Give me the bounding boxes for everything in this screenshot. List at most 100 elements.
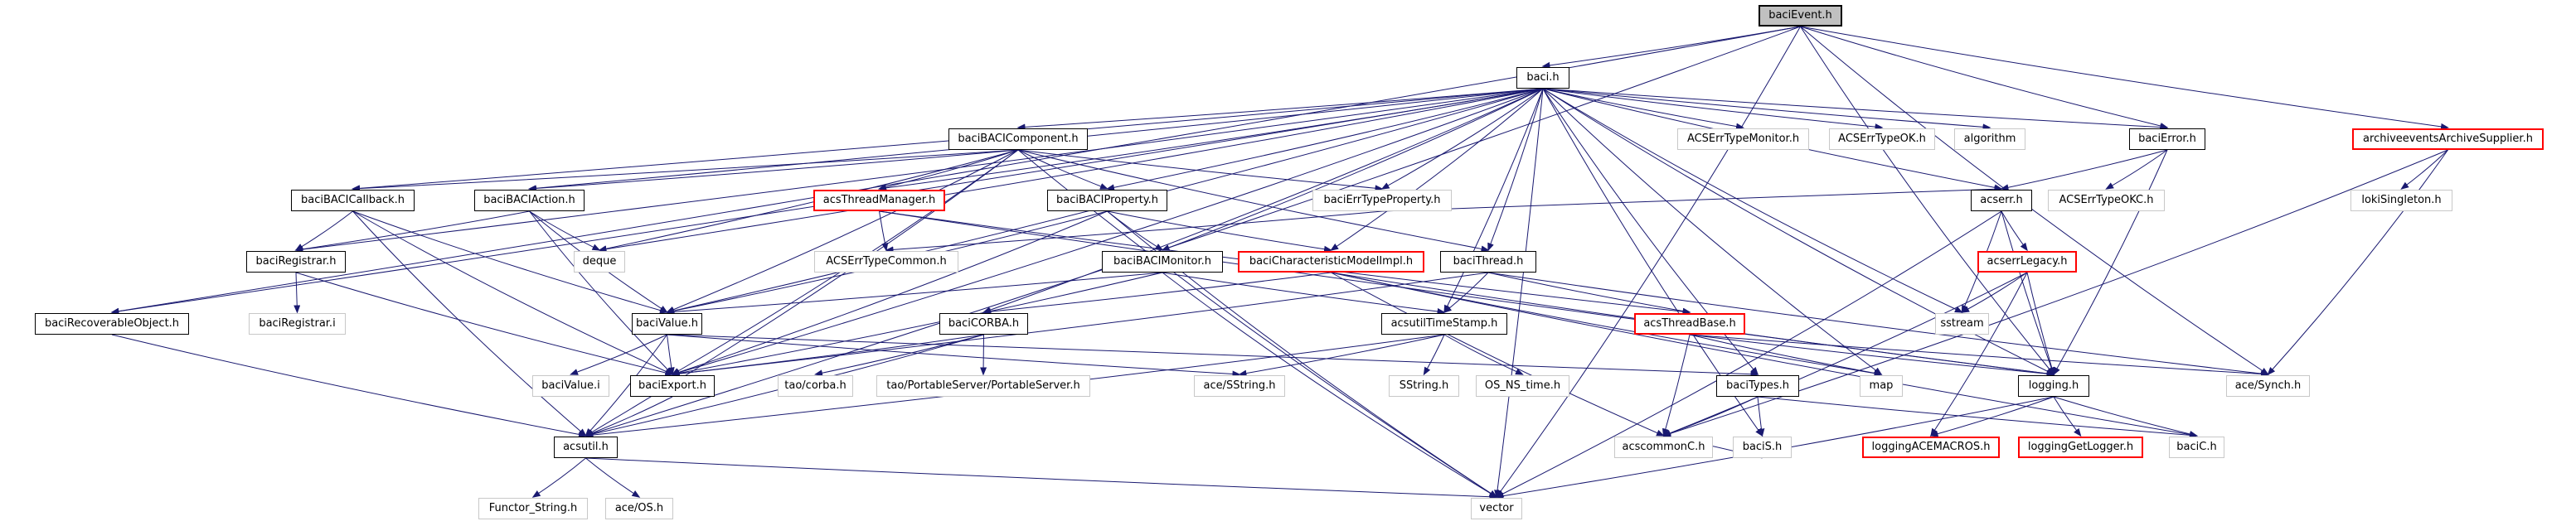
- include-edge-baciCharacteristicModelImpl-to-acscommonC: [1331, 272, 1665, 437]
- include-edge-logging-to-loggingGetLogger: [2053, 396, 2082, 437]
- include-edge-baci-to-deque: [598, 88, 1544, 253]
- include-edge-baci-to-baciThread: [1487, 88, 1544, 252]
- include-edge-baciBACIComponent-to-baciBACIAction: [528, 149, 1019, 192]
- graph-node-acserr[interactable]: acserr.h: [1971, 190, 2032, 211]
- graph-node-baciRegistrar[interactable]: baciRegistrar.h: [246, 251, 346, 273]
- graph-node-baciBACICallback[interactable]: baciBACICallback.h: [291, 190, 415, 211]
- include-edge-baci-to-ACSErrTypeMonitor: [1542, 88, 1744, 130]
- include-edge-baciRegistrar-to-baciExport: [295, 272, 674, 376]
- include-edge-baciBACIComponent-to-baciErrTypeProperty: [1017, 149, 1384, 192]
- include-edge-baciBACIMonitor-to-baciExport: [671, 272, 1163, 377]
- include-edge-baciThread-to-baciExport: [671, 272, 1489, 378]
- include-edge-logging-to-vector: [1495, 396, 2054, 499]
- include-edge-baciError-to-ACSErrTypeOKC: [2105, 149, 2168, 190]
- include-edge-baciThread-to-acsutilTimeStamp: [1443, 272, 1489, 313]
- include-edge-baciTypes-to-baciC: [1757, 396, 2198, 439]
- include-edge-archiveeventsArchiveSupplier-to-lokiSingleton: [2400, 149, 2448, 190]
- include-edge-baci-to-baciError: [1542, 88, 2169, 131]
- graph-node-baciEvent: baciEvent.h: [1759, 5, 1842, 27]
- graph-node-acserrLegacy[interactable]: acserrLegacy.h: [1977, 251, 2077, 273]
- graph-node-baciValue[interactable]: baciValue.h: [632, 313, 702, 335]
- include-edge-baciBACIComponent-to-baciValue: [666, 149, 1019, 313]
- include-edge-baciBACIAction-to-deque: [529, 210, 601, 251]
- include-edge-archiveeventsArchiveSupplier-to-ace_Synch: [2267, 149, 2448, 376]
- include-edge-acserr-to-logging: [2001, 210, 2054, 376]
- graph-node-acsThreadBase[interactable]: acsThreadBase.h: [1634, 313, 1745, 335]
- include-edge-baciBACICallback-to-baciExport: [352, 210, 674, 375]
- graph-node-baciRecoverableObject[interactable]: baciRecoverableObject.h: [35, 313, 189, 335]
- graph-node-baciBACIComponent[interactable]: baciBACIComponent.h: [948, 128, 1088, 150]
- graph-node-loggingACEMACROS[interactable]: loggingACEMACROS.h: [1862, 437, 2000, 458]
- include-edge-baci-to-baciBACIMonitor: [1161, 88, 1544, 251]
- graph-node-baciErrTypeProperty: baciErrTypeProperty.h: [1312, 190, 1452, 211]
- include-edge-acserr-to-acserrLegacy: [2001, 210, 2028, 252]
- graph-node-acsutilTimeStamp[interactable]: acsutilTimeStamp.h: [1381, 313, 1507, 335]
- graph-node-baci[interactable]: baci.h: [1516, 67, 1569, 89]
- include-edge-baciEvent-to-archiveeventsArchiveSupplier: [1800, 26, 2449, 130]
- graph-node-acscommonC: acscommonC.h: [1614, 437, 1713, 458]
- include-edge-baciCharacteristicModelImpl-to-baciCORBA: [982, 272, 1332, 316]
- graph-node-OS_NS_time: OS_NS_time.h: [1476, 375, 1569, 397]
- graph-node-acsutil[interactable]: acsutil.h: [554, 437, 618, 458]
- graph-node-baciError[interactable]: baciError.h: [2129, 128, 2205, 150]
- graph-node-sstream: sstream: [1935, 313, 1989, 335]
- graph-node-baciTypes[interactable]: baciTypes.h: [1716, 375, 1799, 397]
- include-edge-baci-to-baciBACIComponent: [1016, 88, 1544, 131]
- include-edge-baciCORBA-to-baciExport: [671, 334, 984, 378]
- include-edge-baciError-to-logging: [2053, 149, 2168, 376]
- include-edge-baciEvent-to-baci: [1541, 26, 1801, 69]
- include-edge-baciRegistrar-to-baciRegistrar_i: [293, 272, 301, 314]
- graph-node-Functor_String: Functor_String.h: [478, 498, 588, 519]
- include-edge-acsutil-to-Functor_String: [531, 457, 586, 498]
- graph-node-baciCORBA[interactable]: baciCORBA.h: [939, 313, 1028, 335]
- graph-node-baciBACIProperty[interactable]: baciBACIProperty.h: [1047, 190, 1167, 211]
- include-edge-baci-to-algorithm: [1542, 88, 1991, 131]
- include-edge-baciBACIAction-to-baciRegistrar: [294, 210, 530, 253]
- graph-node-ACSErrTypeOKC: ACSErrTypeOKC.h: [2048, 190, 2165, 211]
- graph-node-baciBACIMonitor[interactable]: baciBACIMonitor.h: [1102, 251, 1223, 273]
- include-edge-baciExport-to-acsutil: [585, 396, 673, 437]
- include-edge-baciValue-to-ace_SString: [667, 334, 1241, 378]
- graph-node-acsThreadManager[interactable]: acsThreadManager.h: [813, 190, 945, 211]
- graph-node-loggingGetLogger[interactable]: loggingGetLogger.h: [2018, 437, 2143, 458]
- include-edge-baci-to-baciCharacteristicModelImpl: [1330, 88, 1544, 251]
- include-edge-baciBACIComponent-to-baciBACICallback: [352, 149, 1019, 192]
- include-edge-acserrLegacy-to-sstream: [1961, 272, 2028, 313]
- include-edge-acsThreadBase-to-map: [1689, 334, 1883, 377]
- graph-node-SString: SString.h: [1389, 375, 1459, 397]
- graph-node-ace_Synch: ace/Synch.h: [2226, 375, 2310, 397]
- graph-node-tao_corba: tao/corba.h: [778, 375, 853, 397]
- graph-node-baciBACIAction[interactable]: baciBACIAction.h: [474, 190, 585, 211]
- include-edge-baciEvent-to-baciError: [1800, 26, 2169, 129]
- graph-node-baciThread[interactable]: baciThread.h: [1440, 251, 1536, 273]
- graph-node-archiveeventsArchiveSupplier[interactable]: archiveeventsArchiveSupplier.h: [2352, 128, 2544, 150]
- graph-node-tao_PortableServer: tao/PortableServer/PortableServer.h: [876, 375, 1090, 397]
- include-edge-acsThreadBase-to-acscommonC: [1662, 334, 1691, 437]
- include-edge-acsutilTimeStamp-to-ace_SString: [1238, 334, 1445, 377]
- graph-node-ACSErrTypeMonitor: ACSErrTypeMonitor.h: [1677, 128, 1809, 150]
- graph-node-baciCharacteristicModelImpl[interactable]: baciCharacteristicModelImpl.h: [1238, 251, 1424, 273]
- include-edge-baciBACIMonitor-to-acsutilTimeStamp: [1162, 272, 1446, 315]
- include-edge-logging-to-loggingACEMACROS: [1929, 396, 2054, 437]
- graph-node-baciValue_i: baciValue.i: [532, 375, 609, 397]
- graph-node-ACSErrTypeCommon: ACSErrTypeCommon.h: [814, 251, 958, 273]
- graph-node-ace_SString: ace/SString.h: [1194, 375, 1285, 397]
- graph-node-baciS: baciS.h: [1733, 437, 1792, 458]
- include-edge-baciBACIProperty-to-baciExport: [671, 210, 1108, 376]
- graph-node-logging[interactable]: logging.h: [2018, 375, 2089, 397]
- graph-node-deque: deque: [574, 251, 625, 273]
- include-edge-baciCORBA-to-tao_PortableServer: [980, 334, 987, 376]
- include-edge-baciErrTypeProperty-to-ACSErrTypeCommon: [885, 210, 1383, 253]
- include-edge-baciCharacteristicModelImpl-to-baciC: [1331, 272, 2198, 438]
- include-edge-baciBACIComponent-to-deque: [598, 149, 1019, 253]
- include-edge-baciBACICallback-to-acsutil: [352, 210, 587, 437]
- graph-node-map: map: [1860, 375, 1903, 397]
- graph-node-baciExport[interactable]: baciExport.h: [630, 375, 715, 397]
- include-edge-baciRecoverableObject-to-acsutil: [111, 334, 587, 438]
- include-edge-baciValue-to-baciTypes: [667, 334, 1759, 378]
- include-edge-baci-to-ACSErrTypeOK: [1542, 88, 1884, 131]
- include-edge-baci-to-baciBACIProperty: [1106, 88, 1544, 191]
- include-edge-baciTypes-to-baciS: [1757, 396, 1765, 437]
- graph-node-ace_OS: ace/OS.h: [605, 498, 673, 519]
